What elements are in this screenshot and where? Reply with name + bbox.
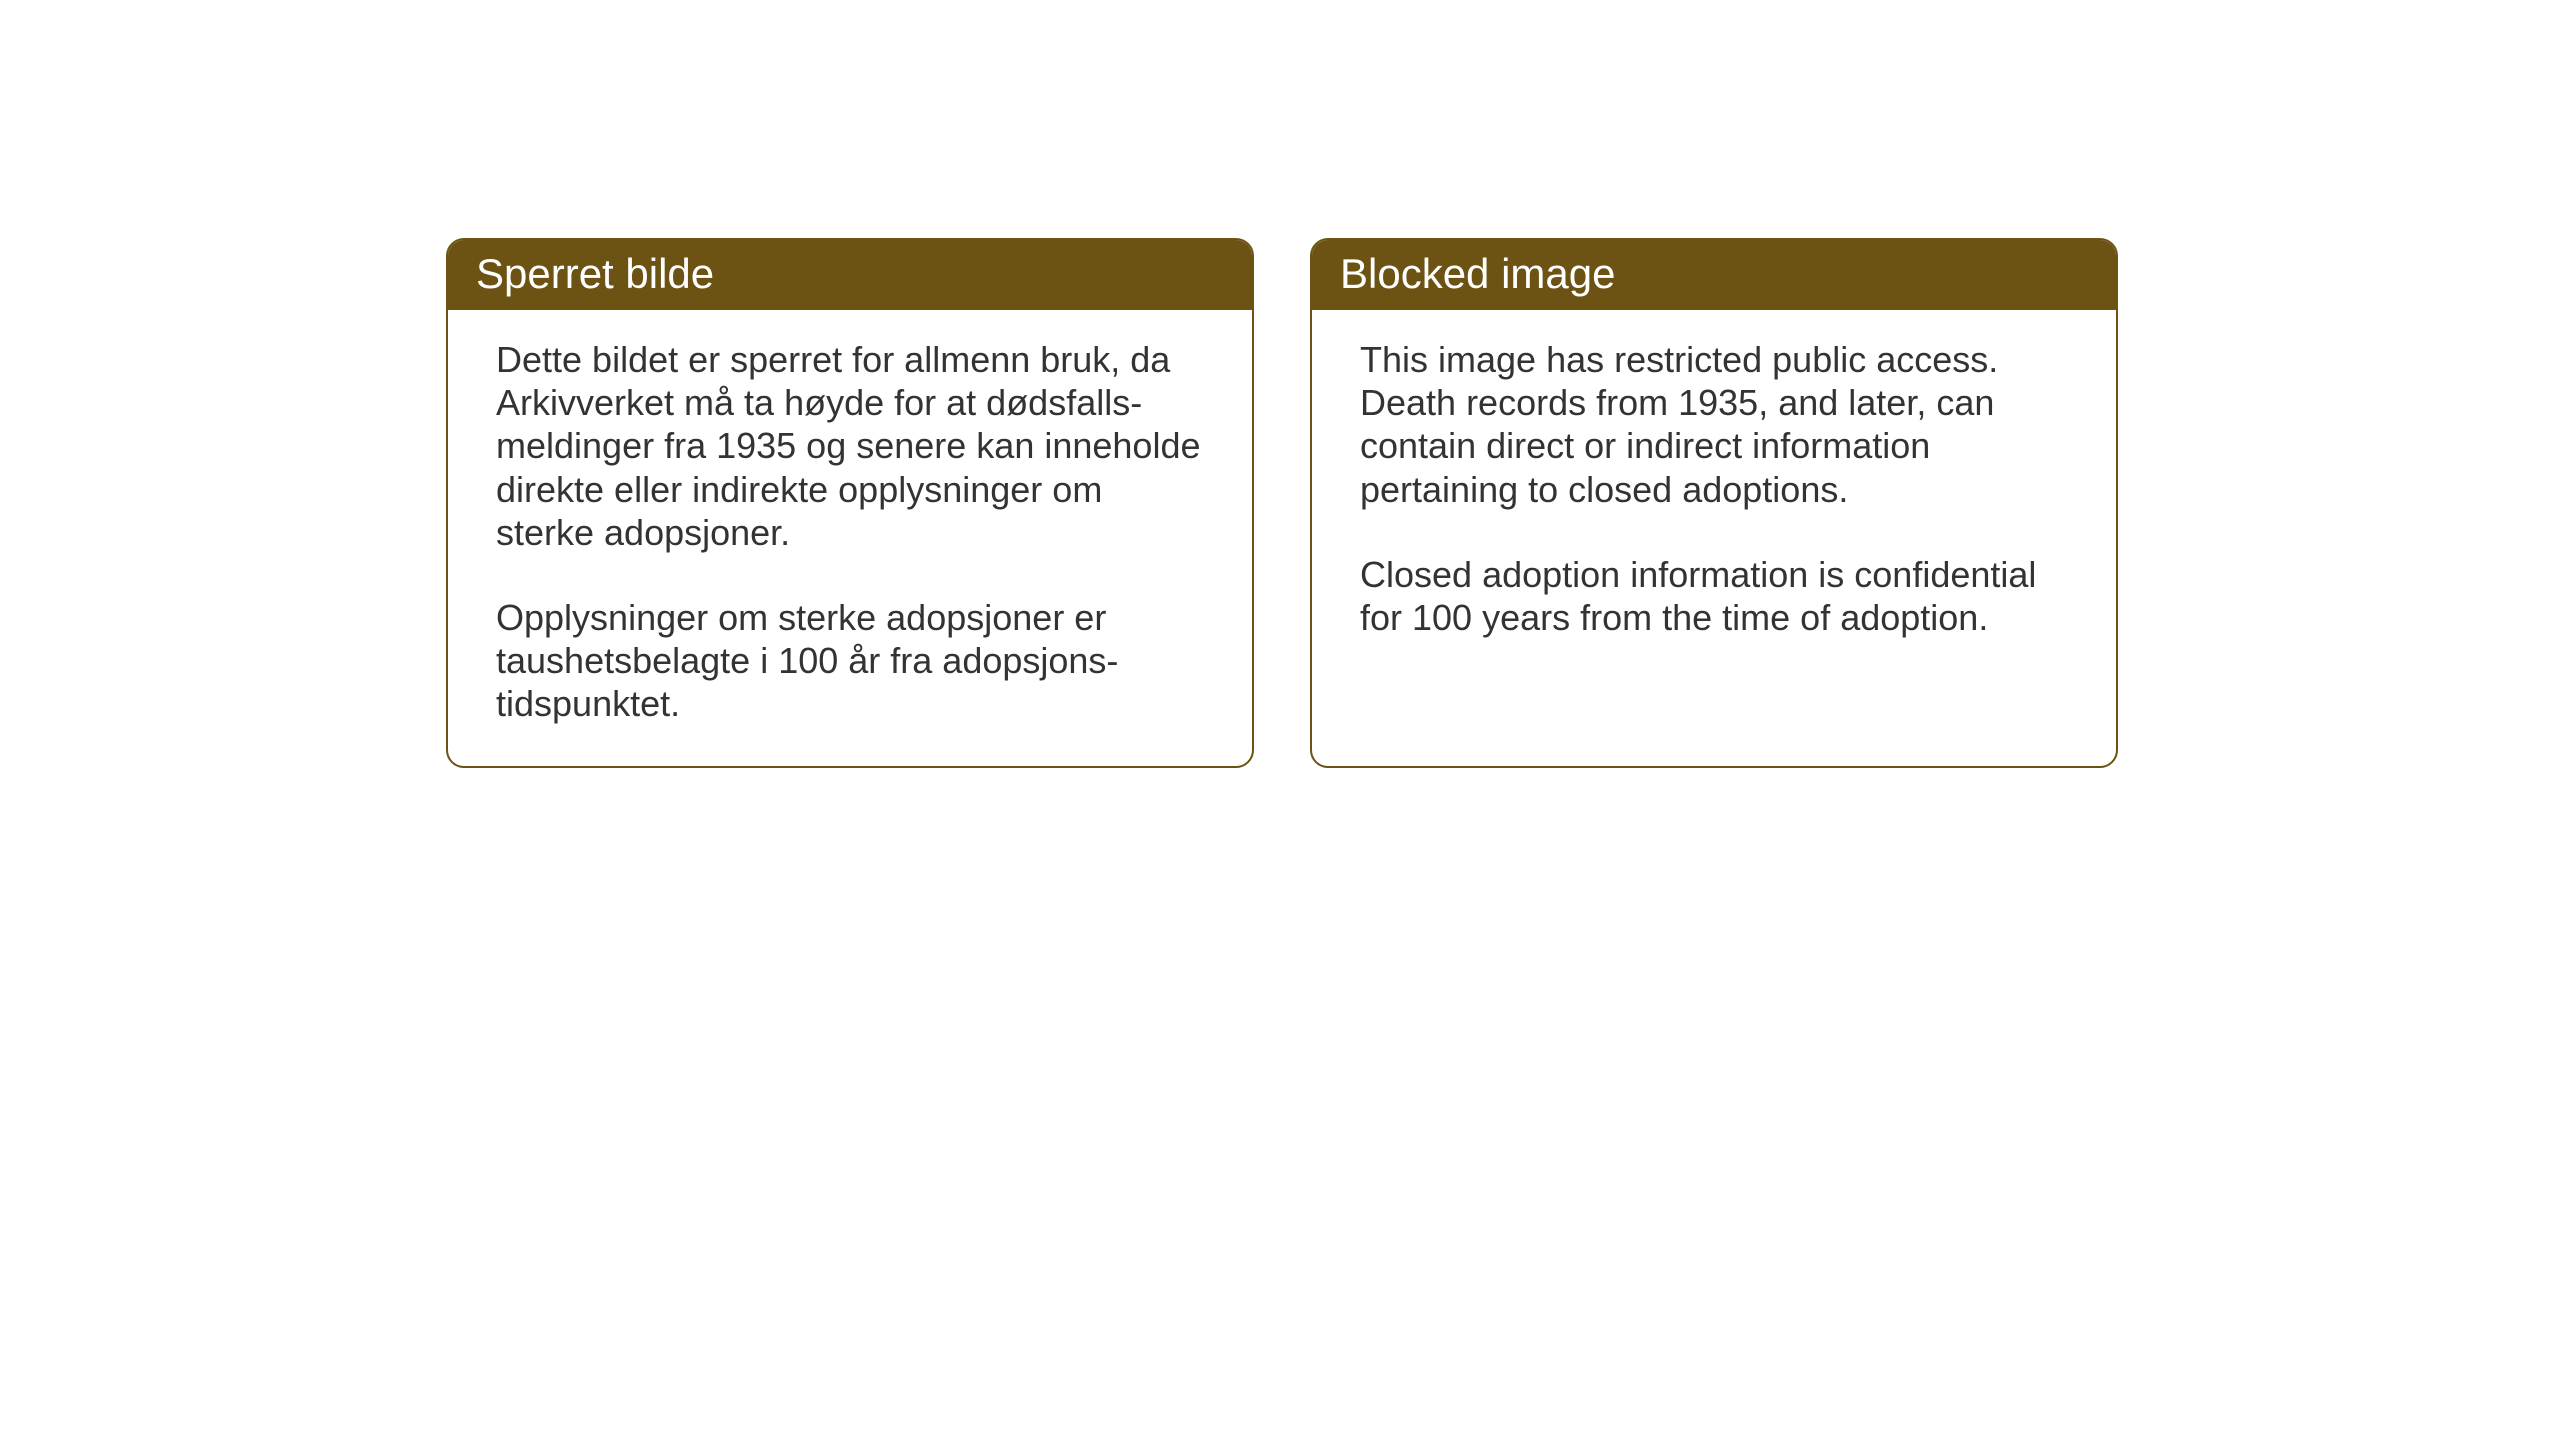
card-body-norwegian: Dette bildet er sperret for allmenn bruk… [448,310,1252,766]
card-header-norwegian: Sperret bilde [448,240,1252,310]
card-title-english: Blocked image [1340,250,1615,297]
card-title-norwegian: Sperret bilde [476,250,714,297]
card-paragraph-english-2: Closed adoption information is confident… [1360,553,2068,639]
card-paragraph-norwegian-1: Dette bildet er sperret for allmenn bruk… [496,338,1204,554]
card-body-english: This image has restricted public access.… [1312,310,2116,679]
card-paragraph-norwegian-2: Opplysninger om sterke adopsjoner er tau… [496,596,1204,726]
card-norwegian: Sperret bilde Dette bildet er sperret fo… [446,238,1254,768]
card-paragraph-english-1: This image has restricted public access.… [1360,338,2068,511]
card-english: Blocked image This image has restricted … [1310,238,2118,768]
card-header-english: Blocked image [1312,240,2116,310]
cards-container: Sperret bilde Dette bildet er sperret fo… [446,238,2118,768]
